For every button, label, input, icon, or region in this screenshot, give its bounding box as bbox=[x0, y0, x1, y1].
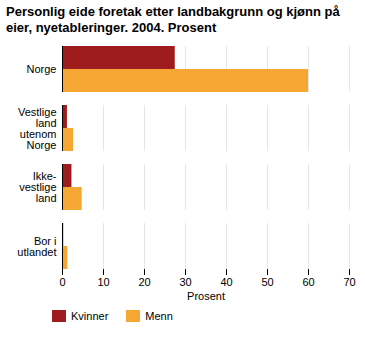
svg-text:50: 50 bbox=[261, 276, 273, 288]
svg-text:70: 70 bbox=[343, 276, 355, 288]
svg-text:Norge: Norge bbox=[27, 63, 57, 75]
svg-text:VestligelandutenomNorge: VestligelandutenomNorge bbox=[18, 106, 57, 151]
html-text:Kvinner: Kvinner bbox=[71, 310, 109, 322]
svg-text:20: 20 bbox=[138, 276, 150, 288]
svg-text:Ikke-vestligeland: Ikke-vestligeland bbox=[19, 170, 57, 204]
svg-text:Bor iutlandet: Bor iutlandet bbox=[17, 235, 56, 258]
svg-text:40: 40 bbox=[220, 276, 232, 288]
svg-text:30: 30 bbox=[179, 276, 191, 288]
html-text:Personlig eide foretak etter l: Personlig eide foretak etter landbakgrun… bbox=[6, 4, 340, 35]
svg-text:10: 10 bbox=[97, 276, 109, 288]
svg-text:60: 60 bbox=[302, 276, 314, 288]
html-text:Menn: Menn bbox=[145, 310, 173, 322]
svg-text:0: 0 bbox=[59, 276, 65, 288]
svg-text:Prosent: Prosent bbox=[187, 290, 225, 302]
